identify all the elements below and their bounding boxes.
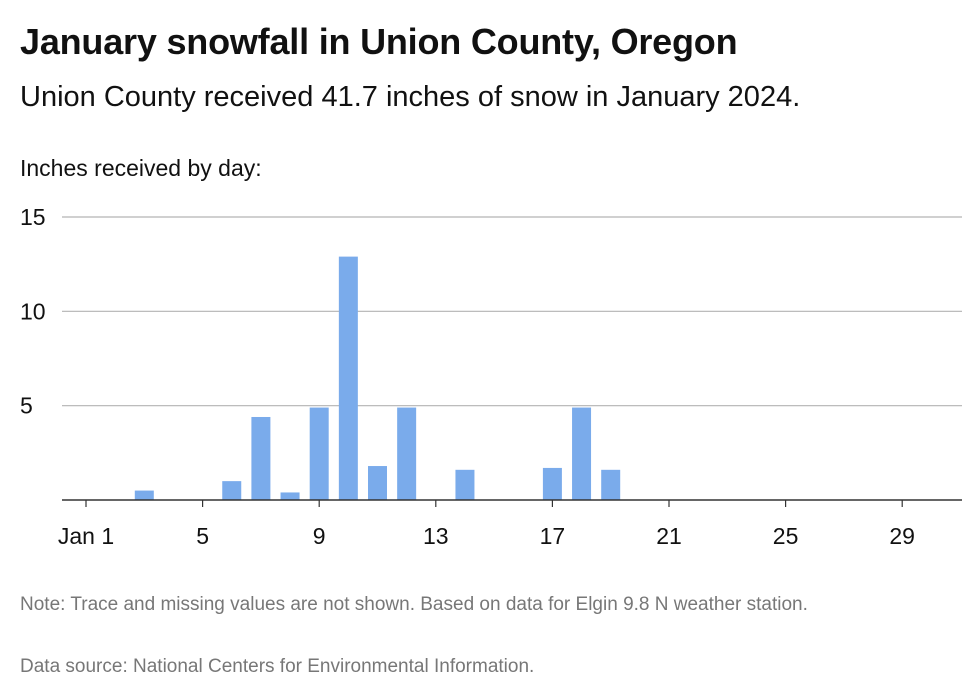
bar-day-14 [455, 469, 475, 500]
data-source: Data source: National Centers for Enviro… [20, 656, 535, 677]
x-tick-label: 25 [773, 523, 799, 549]
y-axis-label: Inches received by day: [20, 155, 262, 181]
x-tick-label: 9 [313, 523, 326, 549]
chart-note: Note: Trace and missing values are not s… [20, 594, 808, 615]
bar-day-12 [397, 407, 417, 500]
gridlines [62, 216, 962, 407]
x-tick-label: 29 [889, 523, 915, 549]
bar-day-17 [542, 467, 562, 500]
bar-day-18 [572, 407, 592, 500]
y-tick-label: 10 [20, 298, 46, 324]
snowfall-bar-chart: 15 10 5 Jan 1 5 9 13 17 21 25 29 [20, 204, 962, 549]
bar-day-11 [368, 466, 387, 500]
y-tick-label: 5 [20, 393, 33, 419]
x-tick-label: 17 [540, 523, 566, 549]
bars [134, 256, 621, 500]
x-tick-label: 13 [423, 523, 449, 549]
bar-day-8 [280, 492, 300, 500]
x-tick-label: 21 [656, 523, 682, 549]
bar-day-3 [134, 490, 154, 500]
bar-day-7 [251, 416, 271, 500]
x-tick-label: Jan 1 [58, 523, 114, 549]
chart-title: January snowfall in Union County, Oregon [20, 21, 738, 62]
y-tick-label: 15 [20, 204, 46, 230]
x-ticks: Jan 1 5 9 13 17 21 25 29 [58, 500, 915, 549]
y-tick-labels: 15 10 5 [20, 204, 46, 419]
bar-day-6 [222, 481, 242, 500]
chart-subtitle: Union County received 41.7 inches of sno… [20, 81, 801, 113]
bar-day-10 [338, 256, 358, 500]
bar-day-9 [309, 407, 329, 500]
bar-day-19 [601, 469, 621, 500]
x-tick-label: 5 [196, 523, 209, 549]
